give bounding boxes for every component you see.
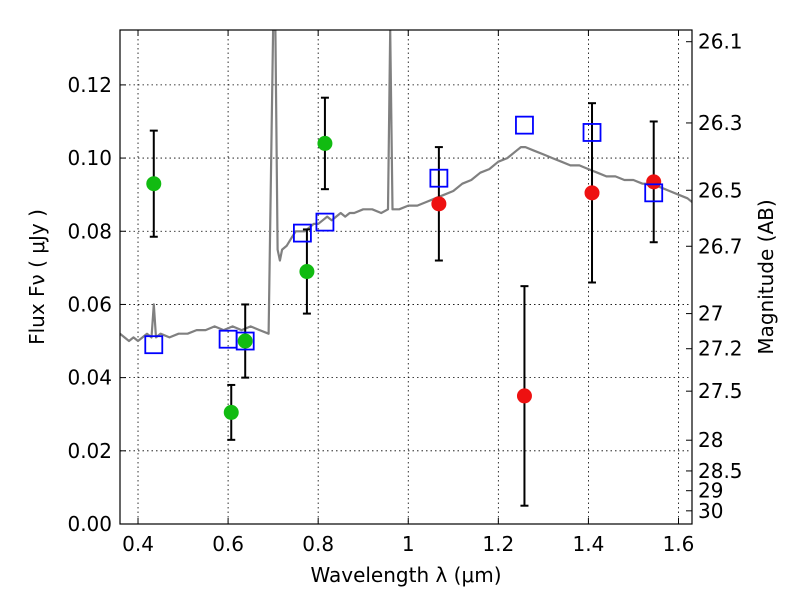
y-tick-label: 0.02 <box>67 439 112 463</box>
flux-point <box>317 135 333 151</box>
x-tick-label: 0.8 <box>302 532 334 556</box>
model-point <box>293 223 312 243</box>
x-tick-label: 0.6 <box>212 532 244 556</box>
flux-point <box>516 388 532 404</box>
right-tick-label: 27 <box>698 302 723 326</box>
y-tick-label: 0.04 <box>67 366 112 390</box>
right-tick-label: 26.1 <box>698 30 743 54</box>
flux-point <box>237 333 253 349</box>
y-tick-label: 0.10 <box>67 146 112 170</box>
right-tick-label: 29 <box>698 479 723 503</box>
spectrum-line <box>120 30 692 343</box>
flux-point <box>431 196 447 212</box>
right-tick-label: 28 <box>698 428 723 452</box>
x-tick-label: 1.6 <box>663 532 695 556</box>
y-tick-label: 0.12 <box>67 73 112 97</box>
flux-point <box>584 185 600 201</box>
x-tick-label: 0.4 <box>122 532 154 556</box>
y-tick-label: 0.06 <box>67 292 112 316</box>
model-point <box>429 168 449 188</box>
x-tick-label: 1.4 <box>573 532 605 556</box>
right-tick-label: 30 <box>698 499 723 523</box>
right-tick-label: 26.3 <box>698 111 743 135</box>
right-axis-title: Magnitude (AB) <box>754 199 778 354</box>
x-axis-title: Wavelength λ (μm) <box>310 563 501 587</box>
x-tick-label: 1 <box>402 532 415 556</box>
axis-ticks: 0.4 0.6 0.8 1 1.2 1.4 1.6 0.00 0.02 0.04 0.06 0.08 0… <box>67 30 742 556</box>
grid <box>120 30 692 525</box>
flux-point <box>646 174 662 190</box>
flux-point <box>223 404 239 420</box>
right-tick-label: 27.5 <box>698 379 743 403</box>
model-point <box>315 212 335 232</box>
data-points <box>144 96 664 507</box>
plot-frame <box>119 29 693 525</box>
y-axis-title: Flux Fν ( μJy ) <box>25 209 49 345</box>
right-tick-label: 26.7 <box>698 234 743 258</box>
model-point <box>644 183 664 203</box>
right-tick-label: 28.5 <box>698 459 743 483</box>
model-point <box>582 123 602 142</box>
model-point <box>144 335 164 355</box>
y-tick-label: 0.00 <box>67 512 112 536</box>
right-tick-label: 27.2 <box>698 337 743 361</box>
y-tick-label: 0.08 <box>67 219 112 243</box>
flux-point <box>299 264 315 280</box>
model-point <box>515 115 534 135</box>
flux-point <box>146 176 162 192</box>
x-tick-label: 1.2 <box>482 532 514 556</box>
spectrum <box>120 30 692 343</box>
right-tick-label: 26.5 <box>698 178 743 202</box>
model-point <box>235 331 255 351</box>
